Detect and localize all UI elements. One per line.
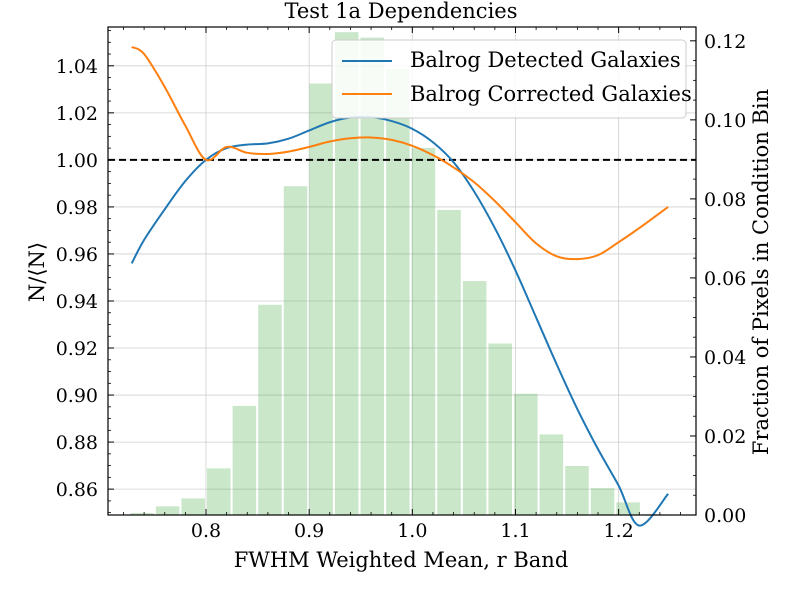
legend-label-detected: Balrog Detected Galaxies — [410, 48, 681, 72]
y-left-tick-label: 0.94 — [56, 291, 98, 313]
histogram-bar — [462, 281, 487, 515]
y-right-tick-label: 0.12 — [704, 31, 746, 53]
series-line-detected — [130, 115, 669, 527]
y-left-tick-label: 0.88 — [56, 432, 98, 454]
tick-layer: 0.8 0.9 1.0 1.1 1.2 0.86 0.88 0.90 0.92 0.94 0.96 0… — [56, 27, 746, 542]
histogram-bar — [207, 468, 231, 515]
y-left-tick-label: 0.98 — [56, 197, 98, 219]
legend-box — [331, 39, 687, 119]
y-right-tick-label: 0.06 — [704, 268, 746, 290]
y-right-tick-label: 0.04 — [704, 347, 746, 369]
x-axis-label: FWHM Weighted Mean, r Band — [234, 548, 569, 572]
y-right-tick-label: 0.00 — [704, 505, 746, 527]
histogram-bar — [309, 83, 333, 516]
y-left-tick-label: 0.90 — [56, 385, 98, 407]
histogram-bar — [360, 37, 385, 516]
histogram-bar — [386, 68, 410, 516]
histogram-bar — [232, 405, 257, 515]
histogram-bar — [437, 209, 461, 515]
series-layer — [130, 46, 669, 527]
chart-title: Test 1a Dependencies — [285, 0, 518, 23]
y-left-tick-label: 0.86 — [56, 479, 98, 501]
histogram-bar — [590, 488, 615, 515]
histogram-bar — [488, 343, 512, 515]
histogram-bar — [181, 498, 205, 515]
x-tick-label: 0.8 — [191, 520, 221, 542]
histogram-bar — [514, 393, 538, 515]
y-left-tick-label: 1.02 — [56, 103, 98, 125]
x-tick-label: 1.2 — [604, 520, 634, 542]
y-left-tick-label: 1.00 — [56, 150, 98, 172]
plot-frame — [107, 26, 697, 516]
histogram-bar — [334, 32, 359, 515]
x-tick-label: 1.1 — [500, 520, 530, 542]
y-right-tick-label: 0.08 — [704, 189, 746, 211]
y-left-axis-label: N/⟨N⟩ — [25, 242, 49, 302]
y-left-tick-label: 0.92 — [56, 338, 98, 360]
y-right-tick-label: 0.02 — [704, 426, 746, 448]
histogram-bar — [283, 186, 308, 515]
histogram-bar — [539, 434, 564, 515]
y-left-tick-label: 1.04 — [56, 56, 98, 78]
histogram-bar — [130, 513, 154, 515]
legend-label-corrected: Balrog Corrected Galaxies — [410, 82, 692, 106]
y-right-axis-label: Fraction of Pixels in Condition Bin — [749, 89, 773, 455]
x-tick-label: 0.9 — [294, 520, 324, 542]
histogram-bar — [258, 304, 282, 515]
histogram-bar — [155, 506, 180, 515]
series-line-corrected — [131, 46, 669, 261]
y-right-tick-label: 0.10 — [704, 110, 746, 132]
histogram-bar — [411, 147, 436, 515]
x-tick-label: 1.0 — [397, 520, 427, 542]
y-left-tick-label: 0.96 — [56, 244, 98, 266]
histogram-layer — [130, 32, 666, 516]
histogram-bar — [565, 466, 589, 515]
legend: Balrog Detected Galaxies Balrog Correcte… — [331, 39, 692, 119]
